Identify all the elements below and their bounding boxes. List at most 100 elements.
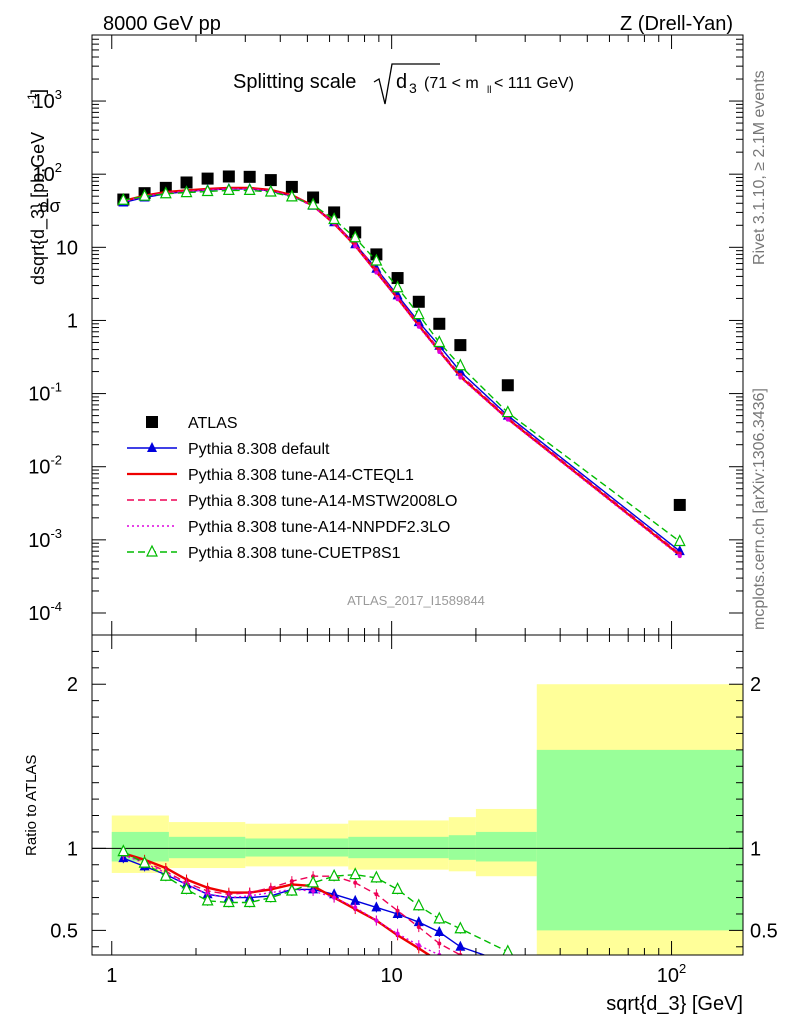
main-point-s0-18 <box>673 498 686 511</box>
main-point-s0-4 <box>201 172 214 185</box>
ratio-point-s3-11 <box>353 905 358 910</box>
ratio-point-s4-13 <box>391 882 404 894</box>
main-point-s3-16 <box>458 372 463 377</box>
ratio-point-s4-15 <box>433 911 446 924</box>
legend-marker-5 <box>146 544 158 557</box>
main-point-s5-18 <box>673 534 686 547</box>
ratio-point-s3-10 <box>332 895 337 900</box>
ratio-point-s4-2 <box>159 868 172 881</box>
main-point-s4-11 <box>353 244 358 249</box>
ratio-point-s3-17 <box>506 974 510 978</box>
legend-label-3: Pythia 8.308 tune-A14-MSTW2008LO <box>188 493 457 510</box>
ratio-point-s4-7 <box>264 890 277 903</box>
ratio-point-s4-1 <box>138 855 151 868</box>
band-green-5 <box>475 831 537 862</box>
legend-marker-0 <box>146 416 158 428</box>
ratio-frame <box>91 634 744 956</box>
main-point-s0-17 <box>501 379 514 392</box>
rivet-label: Rivet 3.1.10, ≥ 2.1M events <box>751 70 768 265</box>
ratio-point-s2-12 <box>374 892 379 897</box>
ratio-point-s4-3 <box>180 882 193 894</box>
main-point-s5-2 <box>159 186 172 199</box>
ylabel-denominator: dsqrt{d_3} [pb,GeV <box>28 132 49 285</box>
band-green-6 <box>536 749 743 931</box>
main-point-s5-17 <box>501 405 514 418</box>
band-green-0 <box>111 831 169 862</box>
main-point-s4-18 <box>677 554 682 559</box>
ratio-point-s4-16 <box>454 921 467 934</box>
legend-marker-1 <box>147 442 157 452</box>
ylabel-sup: -1 <box>25 93 39 104</box>
ratio-point-s4-8 <box>285 883 298 896</box>
band-green-1 <box>168 836 246 859</box>
ratio-point-s2-8 <box>289 879 294 884</box>
main-ytick-label-2: 10-2 <box>28 453 62 479</box>
ratio-ytick-label-2: 2 <box>67 674 78 696</box>
band-green-2 <box>245 838 349 857</box>
ratio-point-s1-17 <box>506 978 510 982</box>
mcplots-label: mcplots.cern.ch [arXiv:1306.3436] <box>751 388 768 630</box>
main-point-s5-15 <box>433 335 446 348</box>
main-point-s5-11 <box>349 230 362 243</box>
ratio-line-series-3 <box>123 854 442 955</box>
title-subscript: 3 <box>409 80 417 96</box>
ratio-uncertainty-bands <box>92 684 743 955</box>
main-point-s0-15 <box>433 317 446 330</box>
title-symbol: d <box>396 71 407 93</box>
main-point-s0-9 <box>307 191 320 204</box>
x-tick-label-0: 1 <box>106 965 117 987</box>
ratio-ytick-label-right-0: 0.5 <box>750 920 778 942</box>
ratio-point-s4-17 <box>502 944 514 955</box>
main-ytick-label-4: 1 <box>67 310 78 332</box>
ratio-line-series-1 <box>122 852 432 955</box>
main-ytick-label-6: 102 <box>33 160 62 186</box>
main-point-s0-5 <box>222 170 235 183</box>
main-point-s4-15 <box>437 350 442 355</box>
ratio-line-series-0 <box>123 857 487 955</box>
legend-label-5: Pythia 8.308 tune-CUETP8S1 <box>188 545 401 562</box>
sqrt-symbol <box>373 63 440 105</box>
title-range-sub: ll <box>487 85 491 96</box>
analysis-watermark: ATLAS_2017_I1589844 <box>347 593 485 608</box>
main-point-s5-5 <box>222 183 235 196</box>
ratio-ytick-label-right-2: 2 <box>750 674 761 696</box>
ratio-ylabel: Ratio to ATLAS <box>23 755 40 856</box>
band-green-4 <box>448 835 476 860</box>
ratio-point-s2-17 <box>506 969 510 973</box>
main-point-s0-8 <box>285 180 298 193</box>
main-point-s4-13 <box>395 297 400 302</box>
main-ytick-label-5: 10 <box>56 237 78 259</box>
ratio-point-s1-15 <box>437 960 441 964</box>
header-process: Z (Drell-Yan) <box>620 13 733 35</box>
ratio-point-s4-6 <box>243 895 256 908</box>
ratio-point-s0-14 <box>413 916 424 927</box>
legend-label-4: Pythia 8.308 tune-A14-NNPDF2.3LO <box>188 519 450 536</box>
main-point-s4-12 <box>374 270 379 275</box>
main-point-s5-0 <box>117 192 130 205</box>
ratio-point-s3-14 <box>416 943 421 948</box>
ratio-point-s3-16 <box>458 961 462 965</box>
main-point-s5-7 <box>264 184 277 197</box>
ylabel-close: ] <box>28 89 48 94</box>
legend: ATLAS Pythia 8.308 default Pythia 8.308 tu… <box>127 415 457 562</box>
main-point-s5-1 <box>138 188 151 201</box>
ratio-point-s4-12 <box>370 870 383 883</box>
main-point-s4-16 <box>458 375 463 380</box>
ratio-line-series-2 <box>123 854 463 955</box>
main-point-s0-16 <box>454 339 467 352</box>
ratio-point-s0-11 <box>350 894 361 905</box>
xlabel: sqrt{d_3} [GeV] <box>606 993 743 1015</box>
ratio-point-s0-16 <box>455 940 466 951</box>
main-point-s5-8 <box>285 189 298 202</box>
ratio-point-s2-14 <box>416 925 421 930</box>
main-point-s0-3 <box>180 176 193 189</box>
main-point-s3-14 <box>416 321 421 326</box>
main-point-s5-12 <box>370 253 383 266</box>
ratio-point-s4-9 <box>307 875 320 888</box>
x-tick-label-2: 102 <box>657 961 686 987</box>
ratio-point-s4-14 <box>412 898 425 911</box>
ratio-ytick-label-1: 1 <box>67 838 78 860</box>
ylabel-numerator: dσ <box>39 196 60 216</box>
ratio-point-s1-16 <box>458 968 462 972</box>
main-point-s0-6 <box>243 170 256 183</box>
